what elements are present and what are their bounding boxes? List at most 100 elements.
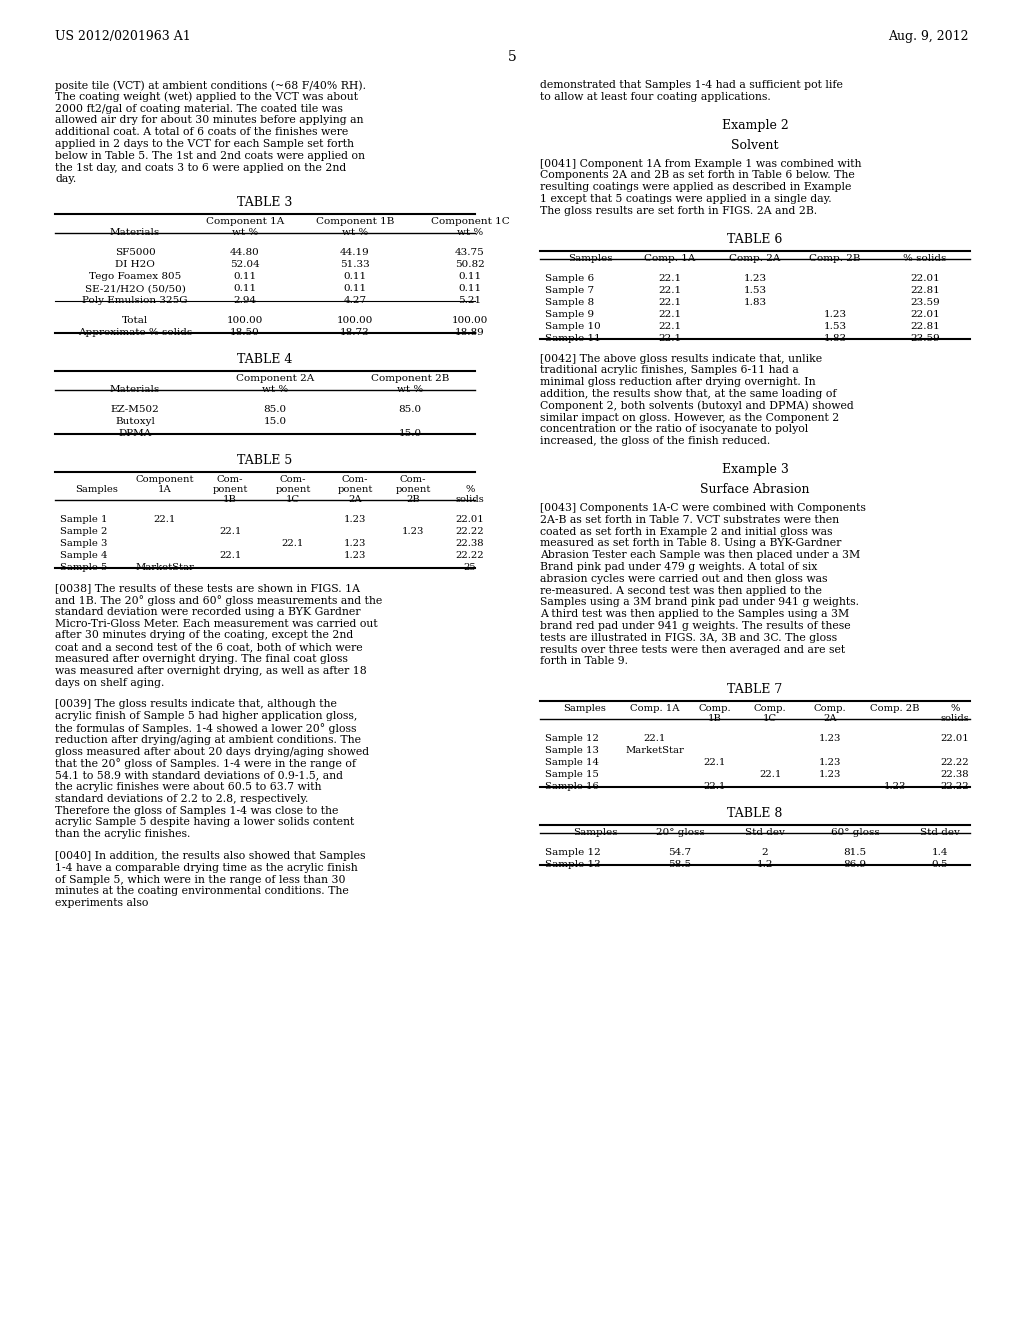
Text: 100.00: 100.00 [337,317,373,325]
Text: Samples: Samples [76,486,119,494]
Text: 18.50: 18.50 [230,329,260,337]
Text: DPMA: DPMA [119,429,152,438]
Text: allowed air dry for about 30 minutes before applying an: allowed air dry for about 30 minutes bef… [55,115,364,125]
Text: Materials: Materials [110,228,160,238]
Text: concentration or the ratio of isocyanate to polyol: concentration or the ratio of isocyanate… [540,425,808,434]
Text: 1.23: 1.23 [344,552,367,560]
Text: 0.11: 0.11 [343,272,367,281]
Text: 25: 25 [464,564,476,572]
Text: Butoxyl: Butoxyl [115,417,155,426]
Text: minimal gloss reduction after drying overnight. In: minimal gloss reduction after drying ove… [540,378,816,387]
Text: the 1st day, and coats 3 to 6 were applied on the 2nd: the 1st day, and coats 3 to 6 were appli… [55,162,346,173]
Text: 22.1: 22.1 [703,758,726,767]
Text: 22.38: 22.38 [941,770,970,779]
Text: the formulas of Samples. 1-4 showed a lower 20° gloss: the formulas of Samples. 1-4 showed a lo… [55,723,356,734]
Text: to allow at least four coating applications.: to allow at least four coating applicati… [540,92,771,102]
Text: 0.11: 0.11 [459,284,481,293]
Text: Comp. 2B: Comp. 2B [870,704,920,713]
Text: Comp. 1A: Comp. 1A [630,704,680,713]
Text: % solids: % solids [903,253,946,263]
Text: was measured after overnight drying, as well as after 18: was measured after overnight drying, as … [55,665,367,676]
Text: 22.22: 22.22 [456,552,484,560]
Text: wt %: wt % [262,385,288,395]
Text: TABLE 8: TABLE 8 [727,808,782,820]
Text: solids: solids [456,495,484,504]
Text: 0.5: 0.5 [932,861,948,869]
Text: 1A: 1A [158,486,172,494]
Text: A third test was then applied to the Samples using a 3M: A third test was then applied to the Sam… [540,610,849,619]
Text: 2A-B as set forth in Table 7. VCT substrates were then: 2A-B as set forth in Table 7. VCT substr… [540,515,839,525]
Text: addition, the results show that, at the same loading of: addition, the results show that, at the … [540,389,837,399]
Text: Sample 1: Sample 1 [60,515,108,524]
Text: 1.83: 1.83 [823,334,847,343]
Text: 0.11: 0.11 [459,272,481,281]
Text: wt %: wt % [231,228,258,238]
Text: 50.82: 50.82 [455,260,485,269]
Text: and 1B. The 20° gloss and 60° gloss measurements and the: and 1B. The 20° gloss and 60° gloss meas… [55,595,382,606]
Text: 1C: 1C [286,495,300,504]
Text: Comp. 1A: Comp. 1A [644,253,695,263]
Text: TABLE 4: TABLE 4 [238,354,293,366]
Text: TABLE 5: TABLE 5 [238,454,293,467]
Text: 22.22: 22.22 [941,783,970,791]
Text: Example 3: Example 3 [722,463,788,477]
Text: 85.0: 85.0 [263,405,287,414]
Text: of Sample 5, which were in the range of less than 30: of Sample 5, which were in the range of … [55,875,345,884]
Text: acrylic Sample 5 despite having a lower solids content: acrylic Sample 5 despite having a lower … [55,817,354,828]
Text: standard deviations of 2.2 to 2.8, respectively.: standard deviations of 2.2 to 2.8, respe… [55,793,308,804]
Text: 22.1: 22.1 [658,310,682,318]
Text: 22.1: 22.1 [658,322,682,330]
Text: minutes at the coating environmental conditions. The: minutes at the coating environmental con… [55,887,349,896]
Text: Therefore the gloss of Samples 1-4 was close to the: Therefore the gloss of Samples 1-4 was c… [55,805,338,816]
Text: Aug. 9, 2012: Aug. 9, 2012 [889,30,969,44]
Text: DI H2O: DI H2O [115,260,155,269]
Text: 44.19: 44.19 [340,248,370,257]
Text: Sample 11: Sample 11 [545,334,601,343]
Text: 1B: 1B [708,714,722,723]
Text: 44.80: 44.80 [230,248,260,257]
Text: 1.83: 1.83 [743,297,767,306]
Text: 1B: 1B [223,495,237,504]
Text: 51.33: 51.33 [340,260,370,269]
Text: 0.11: 0.11 [233,284,257,293]
Text: [0040] In addition, the results also showed that Samples: [0040] In addition, the results also sho… [55,851,366,861]
Text: 22.1: 22.1 [658,334,682,343]
Text: Components 2A and 2B as set forth in Table 6 below. The: Components 2A and 2B as set forth in Tab… [540,170,855,181]
Text: The coating weight (wet) applied to the VCT was about: The coating weight (wet) applied to the … [55,92,358,103]
Text: Std dev: Std dev [745,828,785,837]
Text: 22.1: 22.1 [658,297,682,306]
Text: 0.11: 0.11 [233,272,257,281]
Text: EZ-M502: EZ-M502 [111,405,160,414]
Text: 22.01: 22.01 [456,515,484,524]
Text: standard deviation were recorded using a BYK Gardner: standard deviation were recorded using a… [55,607,360,616]
Text: 52.04: 52.04 [230,260,260,269]
Text: 22.81: 22.81 [910,322,940,330]
Text: [0041] Component 1A from Example 1 was combined with: [0041] Component 1A from Example 1 was c… [540,158,861,169]
Text: Com-: Com- [399,475,426,484]
Text: than the acrylic finishes.: than the acrylic finishes. [55,829,190,840]
Text: Poly Emulsion 325G: Poly Emulsion 325G [82,296,187,305]
Text: 1.23: 1.23 [884,783,906,791]
Text: additional coat. A total of 6 coats of the finishes were: additional coat. A total of 6 coats of t… [55,127,348,137]
Text: Component 2B: Component 2B [371,374,450,383]
Text: Comp.: Comp. [754,704,786,713]
Text: 18.89: 18.89 [455,329,485,337]
Text: gloss measured after about 20 days drying/aging showed: gloss measured after about 20 days dryin… [55,747,369,756]
Text: %: % [950,704,959,713]
Text: 20° gloss: 20° gloss [655,828,705,837]
Text: Tego Foamex 805: Tego Foamex 805 [89,272,181,281]
Text: Example 2: Example 2 [722,119,788,132]
Text: Com-: Com- [280,475,306,484]
Text: ponent: ponent [395,486,431,494]
Text: solids: solids [941,714,970,723]
Text: Approximate % solids: Approximate % solids [78,329,193,337]
Text: TABLE 3: TABLE 3 [238,197,293,209]
Text: Abrasion Tester each Sample was then placed under a 3M: Abrasion Tester each Sample was then pla… [540,550,860,560]
Text: Comp.: Comp. [814,704,846,713]
Text: Sample 15: Sample 15 [545,770,599,779]
Text: 1.23: 1.23 [823,310,847,318]
Text: 54.1 to 58.9 with standard deviations of 0.9-1.5, and: 54.1 to 58.9 with standard deviations of… [55,770,343,780]
Text: Brand pink pad under 479 g weights. A total of six: Brand pink pad under 479 g weights. A to… [540,562,817,572]
Text: Sample 13: Sample 13 [545,861,601,869]
Text: US 2012/0201963 A1: US 2012/0201963 A1 [55,30,190,44]
